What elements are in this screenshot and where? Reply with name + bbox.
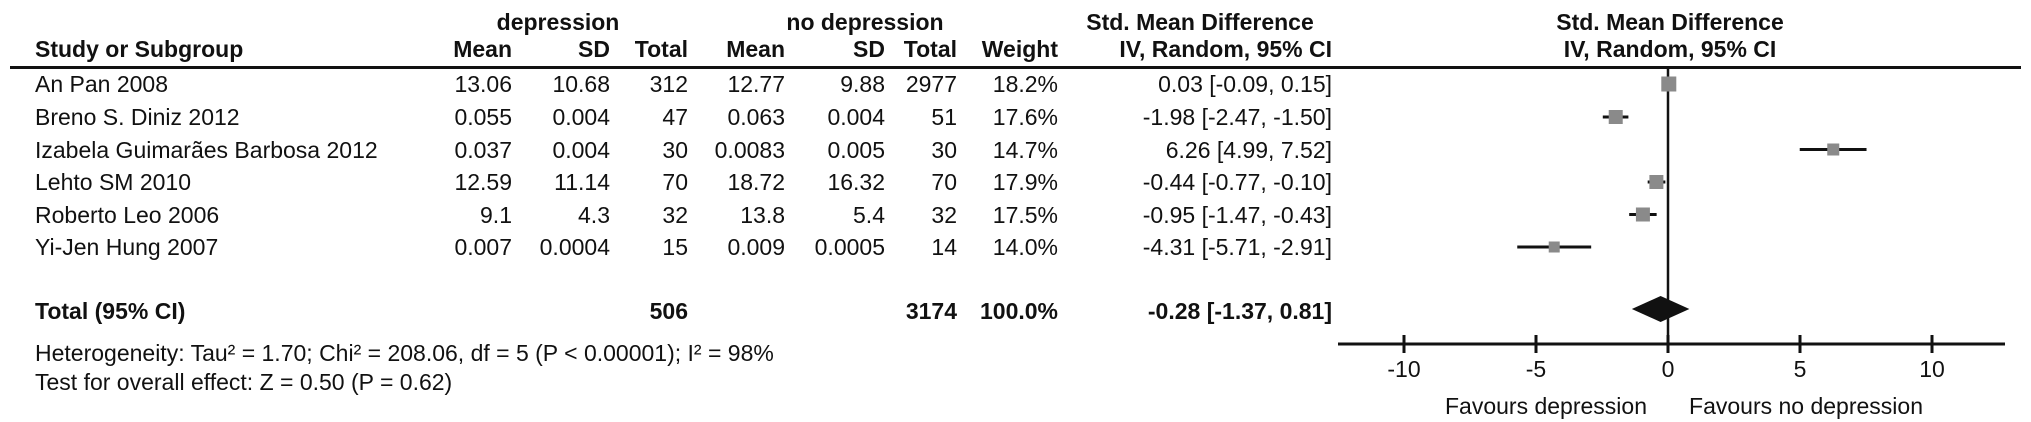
study-marker	[1608, 110, 1623, 124]
sd1-cell: 0.004	[552, 104, 610, 130]
study-marker	[1827, 143, 1840, 156]
col-header-sd-nodep: SD	[853, 36, 885, 62]
col-header-total-nodep: Total	[903, 36, 957, 62]
smd-cell: -0.44 [-0.77, -0.10]	[1142, 169, 1332, 195]
mean1-cell: 9.1	[480, 201, 512, 228]
mean2-cell: 0.0083	[714, 136, 785, 163]
study-name-cell: Yi-Jen Hung 2007	[35, 234, 219, 260]
study-marker	[1548, 241, 1560, 253]
group-no-depression-header: no depression	[786, 9, 944, 35]
favours-left-label: Favours depression	[1445, 393, 1647, 419]
mean2-cell: 12.77	[727, 71, 785, 97]
favours-right-label: Favours no depression	[1689, 393, 1923, 419]
study-marker	[1635, 207, 1650, 222]
smd-column-title: Std. Mean Difference	[1086, 9, 1314, 35]
group-depression-header: depression	[496, 9, 620, 35]
heterogeneity-text: Heterogeneity: Tau² = 1.70; Chi² = 208.0…	[35, 340, 774, 366]
axis-tick-label: 0	[1661, 356, 1675, 382]
col-header-study: Study or Subgroup	[35, 36, 244, 62]
col-header-weight: Weight	[981, 36, 1058, 62]
sd2-cell: 0.004	[827, 104, 885, 130]
total2-cell: 70	[931, 169, 957, 195]
total2-cell: 51	[931, 104, 957, 130]
total1-cell: 70	[662, 169, 688, 195]
sd2-cell: 5.4	[853, 201, 885, 228]
plot-subtitle: IV, Random, 95% CI	[1563, 36, 1777, 62]
smd-cell: 6.26 [4.99, 7.52]	[1165, 136, 1332, 163]
overall-effect-text: Test for overall effect: Z = 0.50 (P = 0…	[35, 369, 453, 395]
weight-cell: 17.6%	[992, 104, 1058, 130]
study-marker	[1649, 175, 1664, 189]
col-header-sd-dep: SD	[578, 36, 610, 62]
total1-cell: 30	[662, 136, 688, 163]
header-divider	[10, 66, 2021, 69]
mean2-cell: 0.063	[727, 104, 785, 130]
sd1-cell: 0.0004	[539, 234, 610, 260]
study-name-cell: An Pan 2008	[35, 71, 169, 97]
total1-cell: 312	[649, 71, 688, 97]
plot-title: Std. Mean Difference	[1556, 9, 1784, 35]
total-n-dep: 506	[649, 298, 688, 324]
total-weight: 100.0%	[979, 298, 1058, 324]
smd-cell: -1.98 [-2.47, -1.50]	[1142, 104, 1332, 130]
mean2-cell: 18.72	[727, 169, 785, 195]
sd1-cell: 11.14	[554, 169, 610, 195]
total-n-nodep: 3174	[905, 298, 957, 324]
weight-cell: 14.0%	[992, 234, 1058, 260]
weight-cell: 14.7%	[992, 136, 1058, 163]
study-name-cell: Lehto SM 2010	[35, 169, 192, 195]
col-header-total-dep: Total	[634, 36, 688, 62]
sd2-cell: 0.005	[827, 136, 885, 163]
weight-cell: 18.2%	[992, 71, 1058, 97]
col-header-iv-random: IV, Random, 95% CI	[1119, 36, 1332, 62]
weight-cell: 17.9%	[992, 169, 1058, 195]
total-smd-ci: -0.28 [-1.37, 0.81]	[1147, 298, 1332, 324]
mean2-cell: 0.009	[727, 234, 785, 260]
axis-tick-label: 10	[1919, 356, 1945, 382]
total1-cell: 47	[662, 104, 688, 130]
mean1-cell: 0.007	[454, 234, 512, 260]
total2-cell: 30	[931, 136, 957, 163]
study-name-cell: Breno S. Diniz 2012	[35, 104, 240, 130]
sd2-cell: 16.32	[827, 169, 885, 195]
mean1-cell: 13.06	[454, 71, 512, 97]
total2-cell: 32	[931, 201, 957, 228]
study-name-cell: Izabela Guimarães Barbosa 2012	[35, 136, 378, 163]
mean1-cell: 12.59	[454, 169, 512, 195]
col-header-mean-dep: Mean	[453, 36, 512, 62]
smd-cell: -0.95 [-1.47, -0.43]	[1142, 201, 1332, 228]
sd1-cell: 4.3	[578, 201, 610, 228]
mean1-cell: 0.055	[454, 104, 512, 130]
axis-tick-label: 5	[1793, 356, 1807, 382]
total1-cell: 15	[662, 234, 688, 260]
study-marker	[1661, 76, 1677, 92]
sd1-cell: 10.68	[552, 71, 610, 97]
total2-cell: 14	[931, 234, 957, 260]
total2-cell: 2977	[905, 71, 957, 97]
mean2-cell: 13.8	[740, 201, 785, 228]
col-header-mean-nodep: Mean	[726, 36, 785, 62]
sd2-cell: 0.0005	[814, 234, 885, 260]
sd1-cell: 0.004	[552, 136, 610, 163]
mean1-cell: 0.037	[454, 136, 512, 163]
study-name-cell: Roberto Leo 2006	[35, 201, 220, 228]
axis-tick-label: -10	[1387, 356, 1421, 382]
smd-cell: -4.31 [-5.71, -2.91]	[1142, 234, 1332, 260]
weight-cell: 17.5%	[992, 201, 1058, 228]
smd-cell: 0.03 [-0.09, 0.15]	[1158, 71, 1332, 97]
total1-cell: 32	[662, 201, 688, 228]
total-label: Total (95% CI)	[35, 298, 186, 324]
axis-tick-label: -5	[1525, 356, 1547, 382]
sd2-cell: 9.88	[840, 71, 885, 97]
total-diamond	[1631, 296, 1690, 322]
